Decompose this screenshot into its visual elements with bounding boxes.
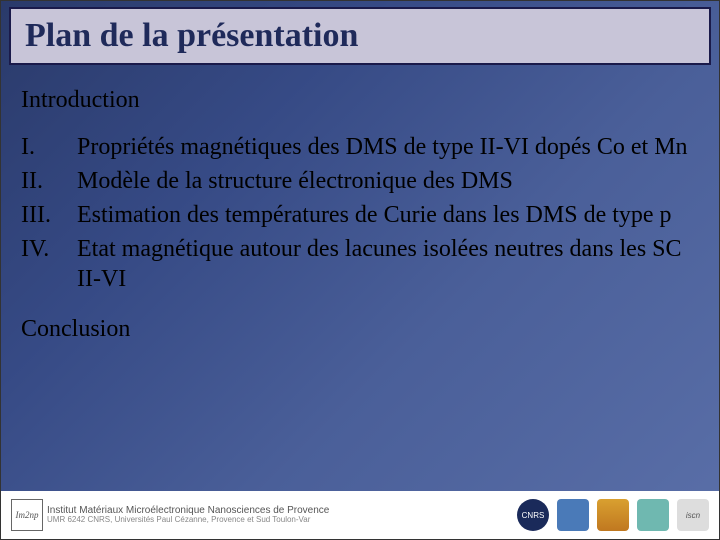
outline-text: Modèle de la structure électronique des … (77, 166, 699, 196)
partner-logo-icon: CNRS (517, 499, 549, 531)
partner-logo-icon (557, 499, 589, 531)
section-conclusion: Conclusion (21, 316, 699, 343)
institute-logo: Im2np Institut Matériaux Microélectroniq… (11, 499, 329, 531)
outline-text: Estimation des températures de Curie dan… (77, 200, 699, 230)
outline-text: Propriétés magnétiques des DMS de type I… (77, 132, 699, 162)
outline-num: II. (21, 166, 77, 196)
footer-bar: Im2np Institut Matériaux Microélectroniq… (1, 491, 719, 539)
slide-content: Introduction I. Propriétés magnétiques d… (1, 65, 719, 343)
outline-num: III. (21, 200, 77, 230)
slide-title: Plan de la présentation (25, 17, 695, 55)
partner-logo-icon (637, 499, 669, 531)
outline-num: I. (21, 132, 77, 162)
section-intro: Introduction (21, 87, 699, 114)
partner-logo-icon (597, 499, 629, 531)
outline-text: Etat magnétique autour des lacunes isolé… (77, 234, 699, 294)
outline-list: I. Propriétés magnétiques des DMS de typ… (21, 132, 699, 294)
title-bar: Plan de la présentation (9, 7, 711, 65)
institute-text: Institut Matériaux Microélectronique Nan… (47, 506, 329, 524)
outline-num: IV. (21, 234, 77, 294)
logo-box: Im2np (11, 499, 43, 531)
partner-logo-icon: iscn (677, 499, 709, 531)
slide: Plan de la présentation Introduction I. … (0, 0, 720, 540)
institute-sub: UMR 6242 CNRS, Universités Paul Cézanne,… (47, 516, 329, 524)
